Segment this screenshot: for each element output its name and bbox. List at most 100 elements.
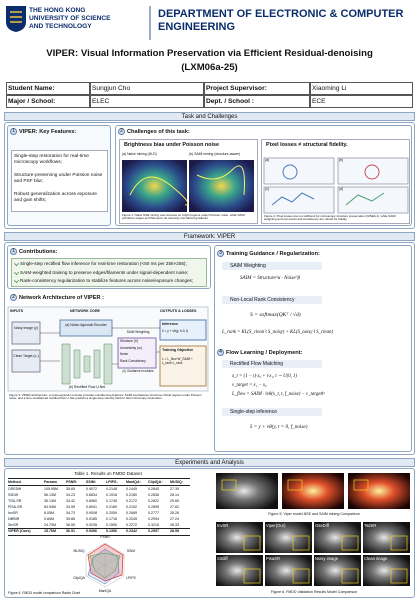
table-cell: TSD-SR <box>8 498 22 503</box>
table-cell: 0.2845 <box>148 486 159 491</box>
table-cell: SinSR <box>8 522 19 527</box>
table-cell: 8.05M <box>44 510 54 515</box>
image-label: Clean image <box>364 555 388 561</box>
table-cell: 0.2045 <box>126 516 137 521</box>
image-label: TsdSR <box>364 522 377 528</box>
table-cell: 0.2836 <box>148 492 159 497</box>
zoom-box <box>243 568 261 584</box>
zoom-box <box>243 535 261 551</box>
figure-caption: Figure 5. Viper model NSE and SAIM minin… <box>268 512 360 516</box>
info-cell <box>6 82 90 95</box>
table-header-cell: LPIPS↓ <box>106 479 119 484</box>
formula: x_t = (1 − t)·x₀ + t·x₁, t ∼ U(0, 1) <box>232 374 298 379</box>
panel-title: Network Architecture of VIPER : <box>19 295 104 301</box>
table-cell: 15.76M <box>44 528 56 533</box>
module-label: (a) Noise-Agnostic Encoder <box>65 323 107 327</box>
table-cell: 27.24 <box>170 516 179 521</box>
panel-title: Flow Learning / Deployment: <box>226 350 303 356</box>
formula: S = softmax(QKᵀ / √d) <box>250 312 301 318</box>
feature-list <box>11 150 108 212</box>
zoom-box <box>390 568 408 584</box>
info-label: Student Name: <box>8 85 55 92</box>
table-cell: 36.91 <box>66 528 75 533</box>
table-cell: 35.86 <box>66 516 75 521</box>
table-cell: 0.2059 <box>106 510 117 515</box>
result-image <box>363 555 410 586</box>
university-name: UNIVERSITY OF SCIENCE <box>29 15 111 22</box>
subheading: Single-step inference <box>230 408 277 415</box>
project-code: (LXM06a-25) <box>181 62 238 73</box>
table-rule <box>8 528 190 529</box>
feature-item: Structure-preserving under Poisson noise… <box>14 173 103 184</box>
output-label: Inference <box>162 322 178 326</box>
table-rule <box>8 478 190 479</box>
info-value: ECE <box>312 98 326 105</box>
diagram-label: (d) <box>339 187 344 191</box>
table-cell: 0.2180 <box>126 492 137 497</box>
output-label: Training Objective <box>162 348 194 352</box>
figure-6-images <box>216 522 410 586</box>
number-badge <box>118 128 125 135</box>
table-cell: 0.2994 <box>148 516 159 521</box>
contribution-item: Rank-consistency regularization to stabi… <box>20 278 194 283</box>
contribution-item: SAIM-weighted training to preserve edges… <box>20 269 189 275</box>
table-cell: 28.26 <box>170 510 179 515</box>
radar-axis-label: LPIPS <box>126 575 136 580</box>
table-cell: 0.2148 <box>106 486 117 491</box>
table-cell: 0.1745 <box>106 498 117 503</box>
table-cell: 34.73 <box>66 510 75 515</box>
guidance-item: Uncertainty (σ²) <box>120 345 143 350</box>
table-caption: Table 1. Results on FMDD Dataset <box>74 471 142 476</box>
number-badge <box>10 294 17 301</box>
section-title: Experiments and Analysis <box>175 459 244 466</box>
result-image <box>265 522 312 553</box>
column-label: NETWORK CORE <box>70 309 100 313</box>
zoom-box <box>341 535 359 551</box>
subpanel-title: Brightness bias under Poisson noise <box>124 142 219 148</box>
radar-axis-label: ClipIQA <box>73 575 85 580</box>
result-image <box>216 555 263 586</box>
diagram-label: (a) <box>265 158 270 162</box>
table-cell: 0.9185 <box>86 516 97 521</box>
section-title: Framework: VIPER <box>183 233 236 240</box>
radar-axis-label: ManIQA <box>98 589 112 593</box>
subheading: Non-Local Rank Consistency <box>230 296 295 303</box>
section-box <box>4 242 415 455</box>
table-cell: 35.65 <box>66 486 75 491</box>
section-bar <box>4 112 415 121</box>
table-cell: 27.39 <box>170 486 179 491</box>
feature-item: Single-step restoration for real-time mi… <box>14 154 89 165</box>
table-cell: 0.2777 <box>148 510 159 515</box>
figure-caption: Figure 2. Pixel losses are not sufficien… <box>264 214 396 222</box>
number-badge-text: 1 <box>12 248 15 254</box>
table-cell: 0.9072 <box>86 486 97 491</box>
table-cell: 0.3215 <box>148 522 159 527</box>
result-image <box>314 522 361 553</box>
number-badge-text: 2 <box>12 294 15 300</box>
radar-axis-label: MUSIQ <box>73 548 85 553</box>
table-cell: 0.1396 <box>106 528 117 533</box>
result-image <box>265 555 312 586</box>
table-cell: 34.42 <box>66 498 75 503</box>
image-label: S3diff <box>217 555 228 561</box>
table-cell: 0.2689 <box>126 510 137 515</box>
table-cell: InvSR <box>8 510 18 515</box>
zoom-box <box>292 535 310 551</box>
info-label: Project Supervisor: <box>206 85 267 92</box>
number-badge <box>217 250 224 257</box>
subheading-bar <box>222 262 322 270</box>
subheading-bar <box>222 296 322 304</box>
number-badge <box>10 248 17 255</box>
table-cell: 56.13M <box>44 492 56 497</box>
section-title: Task and Challenges <box>181 113 238 120</box>
table-cell: 0.2152 <box>126 504 137 509</box>
guidance-item: Noise <box>120 352 129 356</box>
table-cell: OSEDiff <box>8 486 21 491</box>
info-value: Xiaoming Li <box>312 85 347 92</box>
diagram-label: (b) <box>339 158 344 162</box>
guidance-item: Structure (∇) <box>120 339 139 343</box>
module-label: (b) Rectified Flow U-Net <box>68 385 106 389</box>
formula: x̂ = y + vθ(y, t=0, f) <box>162 329 189 333</box>
info-value: Sungjun Cho <box>92 85 131 92</box>
